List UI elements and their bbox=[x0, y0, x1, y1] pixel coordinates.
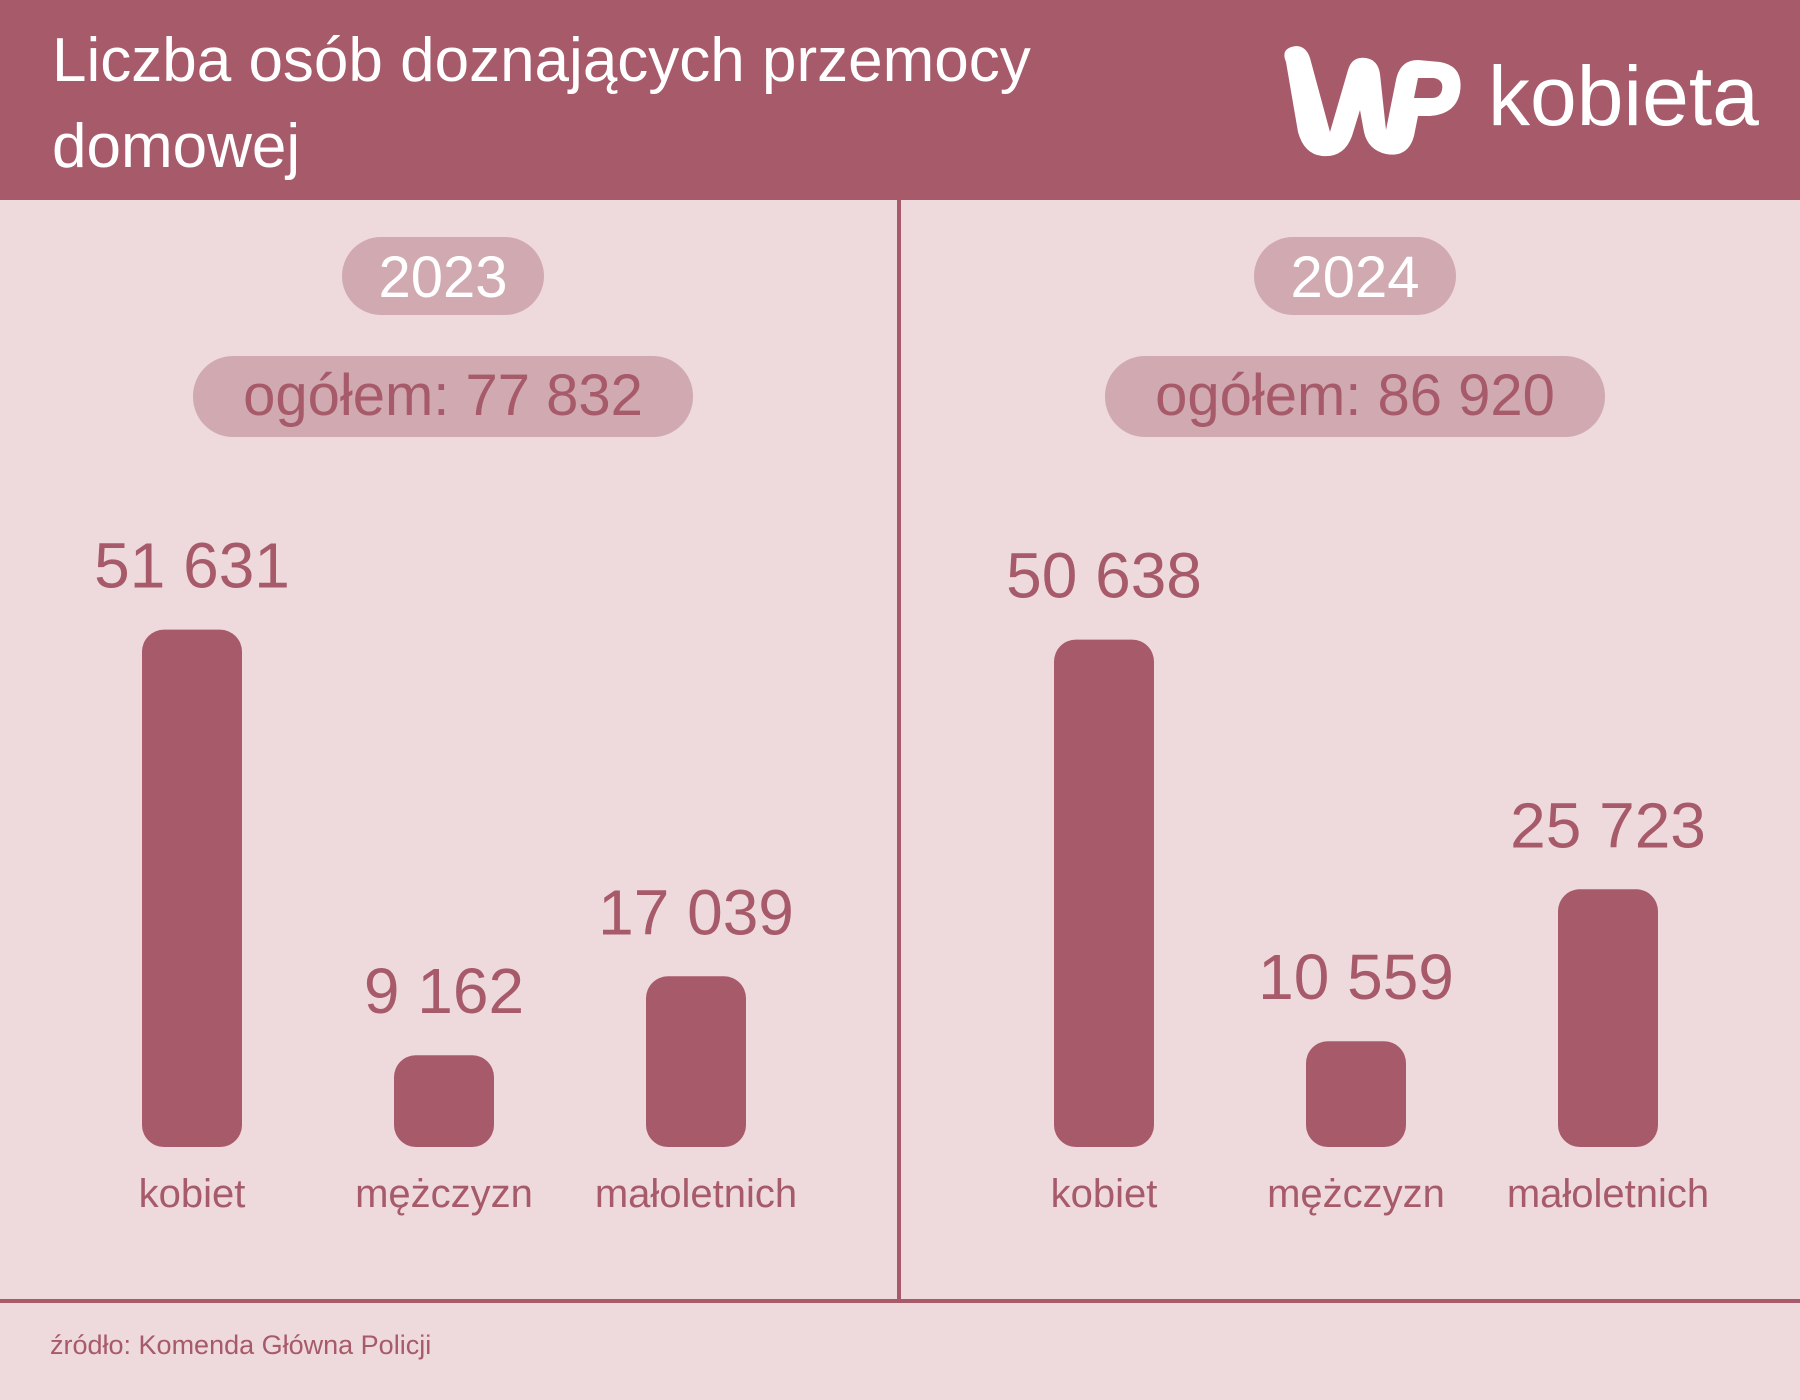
value-label: 10 559 bbox=[1258, 941, 1454, 1013]
wp-logo-icon bbox=[1284, 46, 1461, 157]
header: Liczba osób doznających przemocy domowej… bbox=[0, 0, 1800, 200]
bar-małoletnich bbox=[646, 976, 746, 1147]
category-label: kobiet bbox=[139, 1172, 246, 1216]
year-pill bbox=[342, 237, 544, 315]
value-label: 25 723 bbox=[1510, 789, 1706, 861]
category-label: małoletnich bbox=[595, 1172, 797, 1216]
source-note: źródło: Komenda Główna Policji bbox=[50, 1330, 432, 1360]
bar-kobiet bbox=[1054, 639, 1154, 1147]
category-label: mężczyzn bbox=[1267, 1172, 1445, 1216]
bar-małoletnich bbox=[1558, 889, 1658, 1147]
page-title: Liczba osób doznających przemocy domowej bbox=[52, 26, 1031, 181]
wp-kobieta-logo: kobieta bbox=[1268, 40, 1768, 160]
bar-mężczyzn bbox=[394, 1055, 494, 1147]
total-pill bbox=[1105, 356, 1605, 437]
value-label: 9 162 bbox=[364, 955, 524, 1027]
total-label: ogółem: 86 920 bbox=[1155, 363, 1555, 428]
total-pill bbox=[193, 356, 693, 437]
value-label: 51 631 bbox=[94, 530, 290, 602]
bar-kobiet bbox=[142, 629, 242, 1147]
value-label: 17 039 bbox=[598, 876, 794, 948]
year-pill bbox=[1254, 237, 1456, 315]
total-label: ogółem: 77 832 bbox=[243, 363, 643, 428]
bar-mężczyzn bbox=[1306, 1041, 1406, 1147]
year-label: 2023 bbox=[378, 245, 507, 310]
year-label: 2024 bbox=[1290, 245, 1419, 310]
category-label: mężczyzn bbox=[355, 1172, 533, 1216]
category-label: małoletnich bbox=[1507, 1172, 1709, 1216]
value-label: 50 638 bbox=[1006, 540, 1202, 612]
category-label: kobiet bbox=[1051, 1172, 1158, 1216]
brand-name: kobieta bbox=[1488, 49, 1759, 143]
